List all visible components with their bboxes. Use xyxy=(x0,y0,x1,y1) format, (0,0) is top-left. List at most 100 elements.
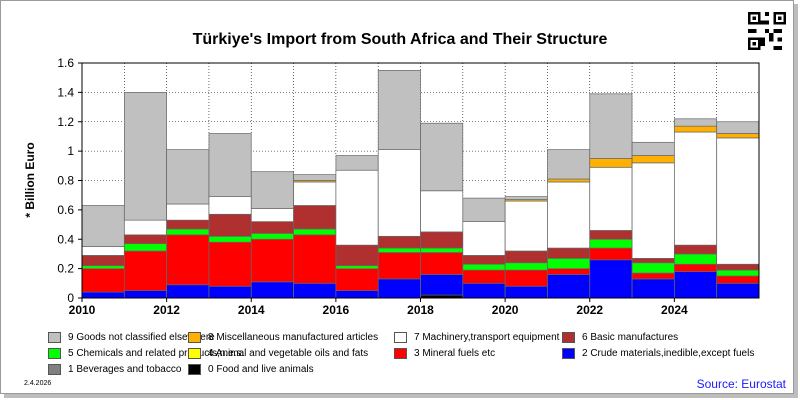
bar-segment-s7-2012 xyxy=(166,203,210,221)
bar-segment-s9-2019 xyxy=(462,197,506,222)
bar-segment-s2-2014 xyxy=(250,281,294,299)
bar-segment-s7-2013 xyxy=(208,196,252,215)
bar-segment-s9-2010 xyxy=(81,205,125,247)
bar-segment-s2-2018 xyxy=(420,274,464,296)
bar-segment-s9-2022 xyxy=(589,93,633,159)
bar-segment-s3-2025 xyxy=(716,275,760,284)
bar-segment-s6-2024 xyxy=(674,244,717,255)
bar-segment-s6-2016 xyxy=(335,244,379,267)
x-tick-label: 2010 xyxy=(69,303,96,317)
chart-title: Türkiye's Import from South Africa and T… xyxy=(192,31,608,48)
y-tick-label: 0 xyxy=(67,291,74,305)
x-tick-label: 2018 xyxy=(407,303,434,317)
bar-segment-s6-2012 xyxy=(166,219,210,230)
bar-segment-s9-2012 xyxy=(166,149,210,205)
bar-segment-s3-2016 xyxy=(335,268,379,292)
bar-segment-s8-2021 xyxy=(547,178,591,183)
bar-segment-s3-2012 xyxy=(166,234,210,286)
bar-segment-s5-2020 xyxy=(504,262,548,271)
bar-segment-s6-2011 xyxy=(124,234,167,245)
bar-segment-s6-2014 xyxy=(250,221,294,234)
bar-segment-s5-2011 xyxy=(124,243,167,252)
bar-segment-s9-2014 xyxy=(250,171,294,209)
y-tick-label: 0.6 xyxy=(57,203,74,217)
bar-segment-s5-2023 xyxy=(631,262,675,274)
bar-segment-s2-2022 xyxy=(589,259,633,299)
bar-segment-s2-2019 xyxy=(462,282,506,299)
bar-segment-s5-2019 xyxy=(462,263,506,271)
bar-segment-s3-2021 xyxy=(547,268,591,275)
x-tick-label: 2022 xyxy=(576,303,603,317)
y-tick-label: 1 xyxy=(67,144,74,158)
bar-segment-s3-2023 xyxy=(631,272,675,280)
y-tick-label: 1.6 xyxy=(57,56,74,70)
bar-segment-s6-2019 xyxy=(462,255,506,265)
x-tick-label: 2014 xyxy=(238,303,265,317)
y-tick-label: 1.4 xyxy=(57,85,74,99)
bar-segment-s2-2017 xyxy=(377,278,421,299)
bar-segment-s8-2022 xyxy=(589,158,633,168)
bar-segment-s2-2021 xyxy=(547,274,591,299)
bar-segment-s7-2010 xyxy=(81,246,125,256)
bar-segment-s2-2023 xyxy=(631,278,675,299)
bar-segment-s7-2021 xyxy=(547,181,591,249)
qr-code-icon xyxy=(748,12,786,50)
y-tick-label: 0.2 xyxy=(57,262,74,276)
bar-segment-s7-2016 xyxy=(335,169,379,246)
bar-segment-s5-2016 xyxy=(335,265,379,269)
bar-segment-s7-2018 xyxy=(420,190,464,233)
bar-segment-s5-2018 xyxy=(420,247,464,253)
bar-segment-s9-2021 xyxy=(547,149,591,180)
bar-segment-s3-2014 xyxy=(250,238,294,283)
bar-segment-s9-2024 xyxy=(674,118,717,127)
bar-segment-s7-2022 xyxy=(589,166,633,231)
bar-segment-s6-2013 xyxy=(208,213,252,237)
bar-segment-s3-2011 xyxy=(124,250,167,292)
bar-segment-s5-2012 xyxy=(166,228,210,236)
bar-segment-s9-2015 xyxy=(293,174,337,181)
date-label: 2.4.2026 xyxy=(24,380,52,387)
bar-segment-s3-2013 xyxy=(208,241,252,287)
bar-segment-s7-2014 xyxy=(250,208,294,222)
bar-segment-s5-2021 xyxy=(547,257,591,269)
bar-segment-s2-2013 xyxy=(208,285,252,299)
bar-segment-s8-2023 xyxy=(631,155,675,164)
y-tick-label: 0.8 xyxy=(57,174,74,188)
y-tick-label: 1.2 xyxy=(57,115,74,129)
bar-segment-s9-2013 xyxy=(208,133,252,198)
bar-segment-s3-2024 xyxy=(674,263,717,272)
bar-segment-s7-2017 xyxy=(377,149,421,237)
bar-segment-s7-2020 xyxy=(504,200,548,252)
bar-segment-s5-2010 xyxy=(81,265,125,269)
bar-segment-s6-2021 xyxy=(547,247,591,259)
x-tick-label: 2024 xyxy=(661,303,688,317)
bar-segment-s7-2024 xyxy=(674,131,717,246)
bar-segment-s2-2024 xyxy=(674,271,717,299)
bar-segment-s6-2025 xyxy=(716,263,760,271)
x-tick-label: 2020 xyxy=(492,303,519,317)
bar-segment-s7-2015 xyxy=(293,181,337,206)
bar-segment-s3-2015 xyxy=(293,234,337,284)
bar-segment-s8-2024 xyxy=(674,125,717,133)
bar-segment-s6-2017 xyxy=(377,235,421,249)
bar-segment-s2-2016 xyxy=(335,290,379,299)
y-tick-label: 0.4 xyxy=(57,232,74,246)
bar-segment-s3-2022 xyxy=(589,247,633,261)
bar-segment-s9-2025 xyxy=(716,121,760,134)
bar-segment-s7-2019 xyxy=(462,221,506,256)
bar-segment-s9-2023 xyxy=(631,141,675,156)
bar-segment-s2-2010 xyxy=(81,291,125,299)
bar-segment-s6-2010 xyxy=(81,255,125,267)
bar-segment-s3-2018 xyxy=(420,252,464,275)
bar-segment-s9-2020 xyxy=(504,196,548,200)
bar-segment-s5-2022 xyxy=(589,238,633,249)
bar-segment-s7-2011 xyxy=(124,219,167,236)
bar-segment-s3-2020 xyxy=(504,269,548,287)
bar-segment-s3-2019 xyxy=(462,269,506,284)
bar-segment-s9-2018 xyxy=(420,122,464,192)
bar-segment-s3-2017 xyxy=(377,252,421,280)
bar-segment-s5-2017 xyxy=(377,247,421,253)
bar-segment-s2-2025 xyxy=(716,282,760,299)
bar-segment-s6-2018 xyxy=(420,231,464,249)
